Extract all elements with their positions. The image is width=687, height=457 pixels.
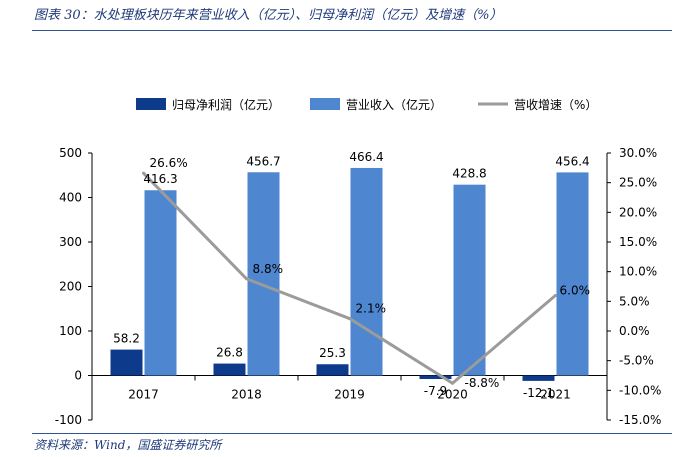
legend-label: 归母净利润（亿元） [172, 97, 280, 112]
revenue-value-label: 456.7 [246, 154, 280, 168]
right-tick-label: 30.0% [619, 146, 657, 160]
growth-point [451, 381, 454, 385]
growth-value-label: 26.6% [150, 156, 188, 170]
source-note: 资料来源：Wind，国盛证券研究所 [34, 438, 222, 452]
revenue-bar [144, 190, 177, 376]
revenue-value-label: 416.3 [143, 172, 177, 186]
right-tick-label: 5.0% [619, 294, 650, 308]
left-tick-label: 100 [59, 324, 82, 338]
legend-swatch [136, 98, 166, 110]
left-tick-label: 400 [59, 191, 82, 205]
right-tick-label: 20.0% [619, 205, 657, 219]
x-tick-label: 2020 [437, 388, 468, 402]
revenue-value-label: 456.4 [555, 154, 589, 168]
left-tick-label: 500 [59, 146, 82, 160]
figure-caption: 图表 30：水处理板块历年来营业收入（亿元）、归母净利润（亿元）及增速（%） [34, 8, 503, 23]
x-tick-label: 2017 [128, 388, 159, 402]
legend-label: 营业收入（亿元） [346, 97, 442, 112]
right-tick-label: 25.0% [619, 176, 657, 190]
x-tick-label: 2019 [334, 388, 365, 402]
profit-value-label: 26.8 [216, 346, 243, 360]
growth-value-label: -8.8% [465, 376, 500, 390]
growth-line-path [142, 172, 557, 385]
revenue-bar [350, 167, 383, 376]
right-tick-label: 15.0% [619, 235, 657, 249]
bars [110, 167, 589, 381]
profit-bar [213, 363, 246, 376]
growth-point [245, 277, 248, 281]
growth-point [142, 171, 145, 175]
revenue-value-label: 428.8 [452, 167, 486, 181]
growth-value-label: 8.8% [253, 262, 284, 276]
axes: -100 0 100 200 300 400 500 -15.0% -10.0% -5.0% 0.0… [55, 146, 662, 427]
legend: 归母净利润（亿元） 营业收入（亿元） 营收增速（%） [136, 97, 597, 112]
right-tick-label: -10.0% [619, 383, 661, 397]
revenue-bar [556, 172, 589, 376]
revenue-bar [247, 172, 280, 376]
growth-value-label: 6.0% [560, 283, 591, 297]
profit-value-label: -12.1 [523, 386, 554, 400]
right-tick-label: -15.0% [619, 413, 661, 427]
source-rule [32, 433, 672, 434]
left-tick-label: 300 [59, 235, 82, 249]
profit-value-label: 58.2 [113, 332, 140, 346]
data-labels: 58.2 26.8 25.3 -7.9 -12.1 416.3 456.7 466.4 428.… [113, 150, 590, 400]
legend-swatch [310, 98, 340, 110]
growth-value-label: 2.1% [356, 302, 387, 316]
right-tick-label: 0.0% [619, 324, 650, 338]
right-tick-label: -5.0% [619, 354, 654, 368]
profit-bar [419, 375, 452, 380]
x-tick-label: 2021 [540, 388, 571, 402]
right-tick-label: 10.0% [619, 265, 657, 279]
profit-bar [316, 364, 349, 376]
profit-value-label: -7.9 [424, 384, 447, 398]
profit-bar [522, 375, 555, 381]
left-tick-label: -100 [55, 413, 82, 427]
growth-point [348, 317, 351, 321]
caption-rule [32, 30, 672, 31]
profit-value-label: 25.3 [319, 346, 346, 360]
revenue-value-label: 466.4 [349, 150, 383, 164]
left-tick-label: 0 [74, 369, 82, 383]
legend-label: 营收增速（%） [514, 98, 597, 112]
revenue-bar [453, 184, 486, 376]
profit-bar [110, 349, 143, 376]
left-tick-label: 200 [59, 280, 82, 294]
x-tick-label: 2018 [231, 388, 262, 402]
growth-line [142, 171, 557, 385]
growth-point [554, 293, 557, 297]
